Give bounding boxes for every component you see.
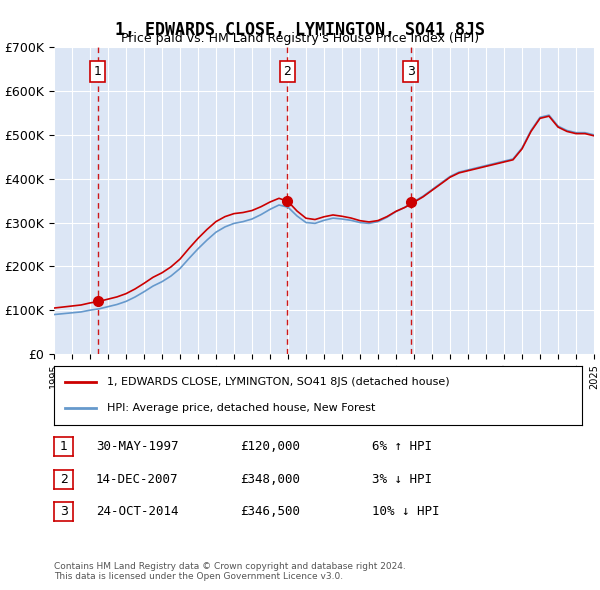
Text: HPI: Average price, detached house, New Forest: HPI: Average price, detached house, New … bbox=[107, 404, 375, 413]
Text: 24-OCT-2014: 24-OCT-2014 bbox=[96, 505, 179, 518]
Text: 2: 2 bbox=[283, 65, 291, 78]
Text: 1, EDWARDS CLOSE, LYMINGTON, SO41 8JS (detached house): 1, EDWARDS CLOSE, LYMINGTON, SO41 8JS (d… bbox=[107, 378, 449, 387]
Text: 1: 1 bbox=[94, 65, 101, 78]
Text: 10% ↓ HPI: 10% ↓ HPI bbox=[372, 505, 439, 518]
Text: 3: 3 bbox=[59, 505, 68, 518]
Text: 6% ↑ HPI: 6% ↑ HPI bbox=[372, 440, 432, 453]
Text: 3% ↓ HPI: 3% ↓ HPI bbox=[372, 473, 432, 486]
Text: 30-MAY-1997: 30-MAY-1997 bbox=[96, 440, 179, 453]
Text: 2: 2 bbox=[59, 473, 68, 486]
Text: Price paid vs. HM Land Registry's House Price Index (HPI): Price paid vs. HM Land Registry's House … bbox=[121, 32, 479, 45]
Text: 3: 3 bbox=[407, 65, 415, 78]
Text: £348,000: £348,000 bbox=[240, 473, 300, 486]
Text: £120,000: £120,000 bbox=[240, 440, 300, 453]
Text: 1, EDWARDS CLOSE, LYMINGTON, SO41 8JS: 1, EDWARDS CLOSE, LYMINGTON, SO41 8JS bbox=[115, 21, 485, 39]
Text: £346,500: £346,500 bbox=[240, 505, 300, 518]
Text: 14-DEC-2007: 14-DEC-2007 bbox=[96, 473, 179, 486]
Text: Contains HM Land Registry data © Crown copyright and database right 2024.
This d: Contains HM Land Registry data © Crown c… bbox=[54, 562, 406, 581]
Text: 1: 1 bbox=[59, 440, 68, 453]
